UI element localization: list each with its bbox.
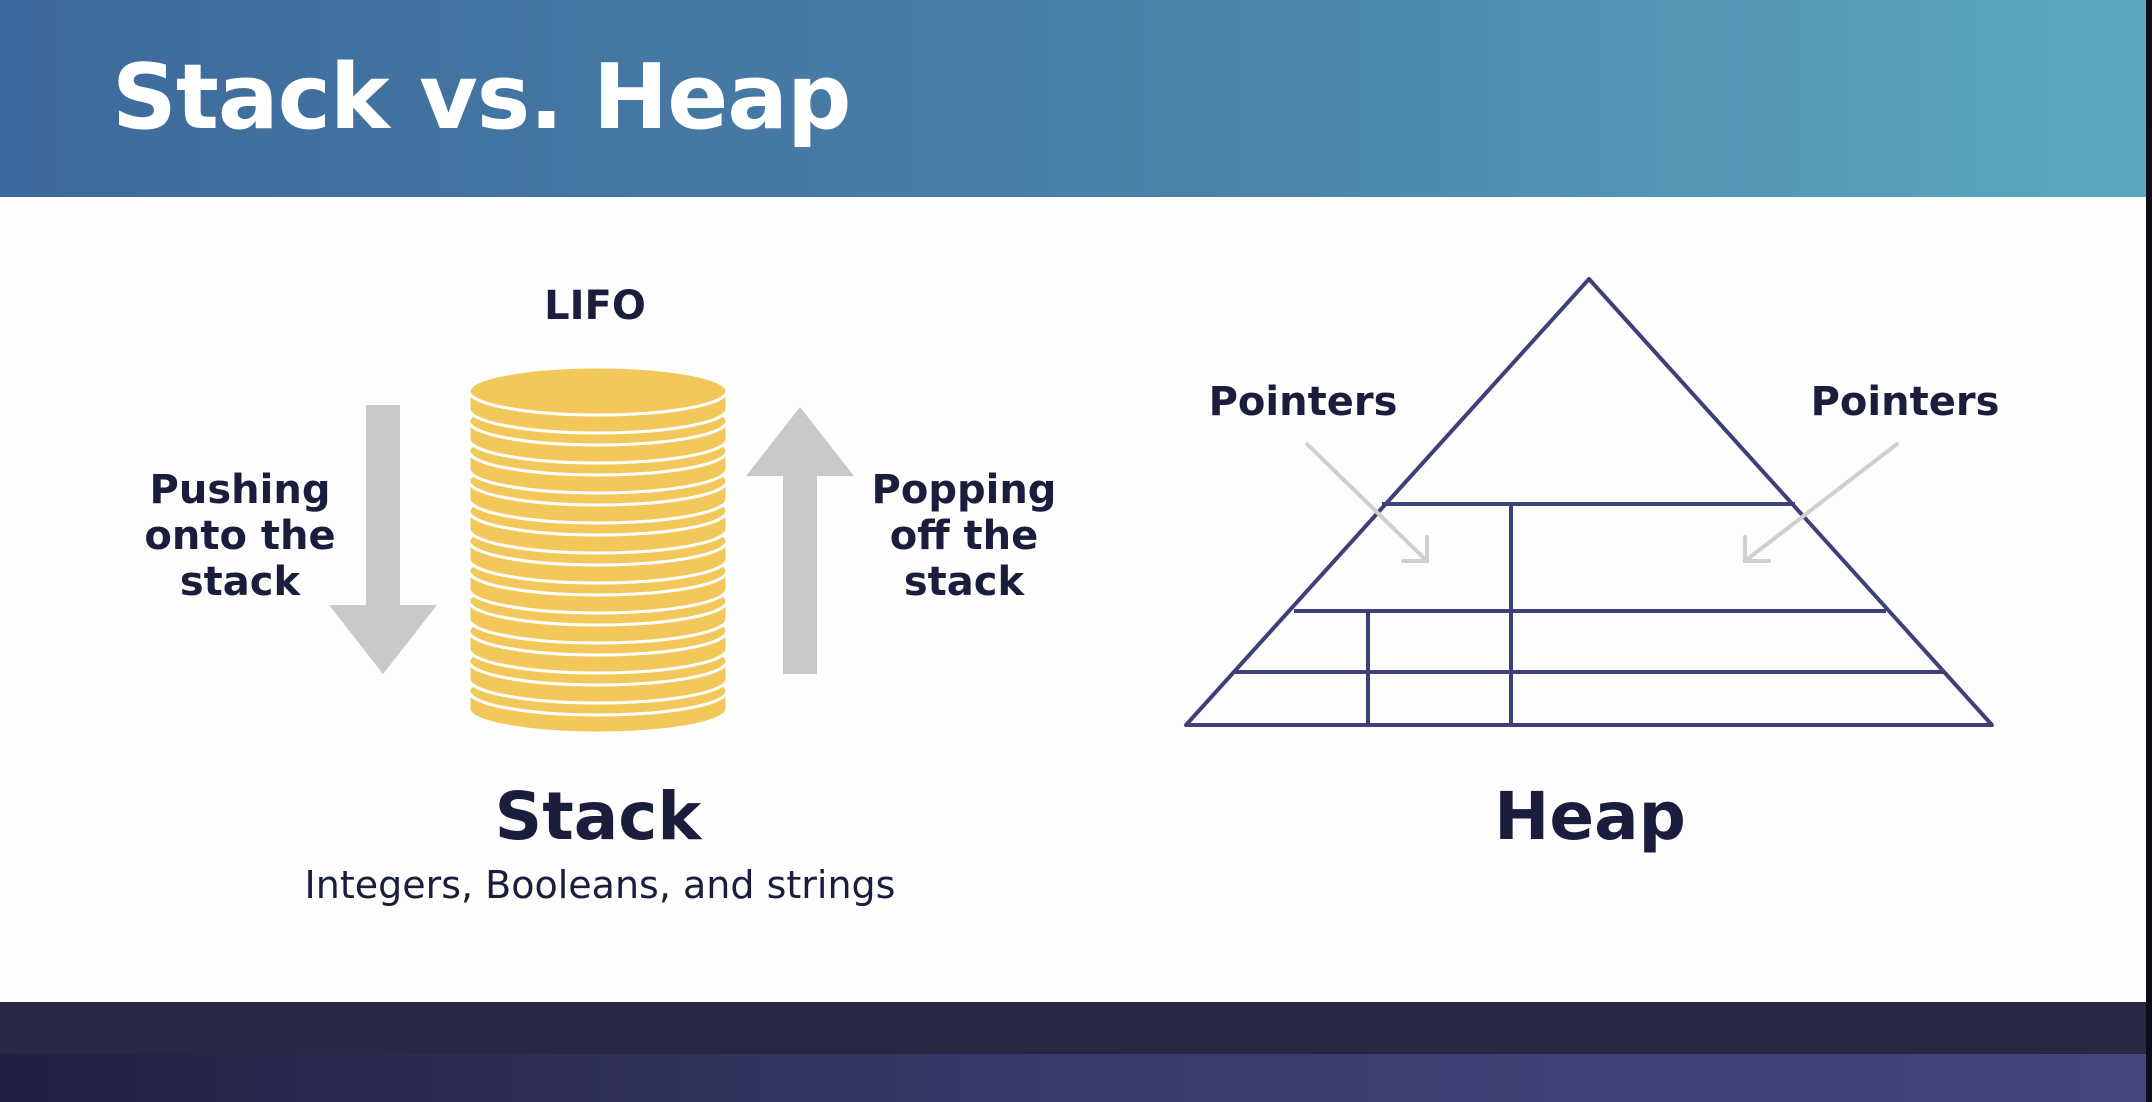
- heap-heading: Heap: [1494, 778, 1686, 855]
- footer-strip: [0, 1054, 2152, 1102]
- header-bar: Stack vs. Heap: [0, 0, 2152, 197]
- coin-stack-icon: [467, 365, 729, 735]
- up-arrow-icon: [746, 407, 854, 674]
- right-pointer-arrowhead: [1743, 535, 1771, 563]
- pointers-label-right: Pointers: [1810, 379, 2000, 425]
- stack-heading: Stack: [494, 778, 702, 855]
- left-pointer-arrowhead: [1401, 535, 1429, 563]
- push-label: Pushing onto the stack: [144, 467, 336, 605]
- coin-top: [467, 365, 729, 417]
- content-area: LIFO Pushing onto the stack Popping off …: [0, 197, 2152, 1002]
- left-pointer-arrow-icon: [1305, 442, 1429, 563]
- right-edge-strip: [2146, 0, 2152, 1102]
- footer-band: [0, 1002, 2152, 1054]
- pyramid-icon: [1184, 277, 1994, 727]
- down-arrow-icon: [329, 405, 437, 674]
- stack-subtitle: Integers, Booleans, and strings: [304, 863, 896, 907]
- pointer-arrows: [1305, 442, 1899, 563]
- pop-label: Popping off the stack: [871, 467, 1057, 605]
- right-pointer-arrow-icon: [1743, 442, 1899, 563]
- slide-title: Stack vs. Heap: [112, 45, 851, 150]
- diagram-canvas: [329, 277, 1994, 735]
- pointers-label-left: Pointers: [1208, 379, 1398, 425]
- lifo-label: LIFO: [544, 283, 646, 329]
